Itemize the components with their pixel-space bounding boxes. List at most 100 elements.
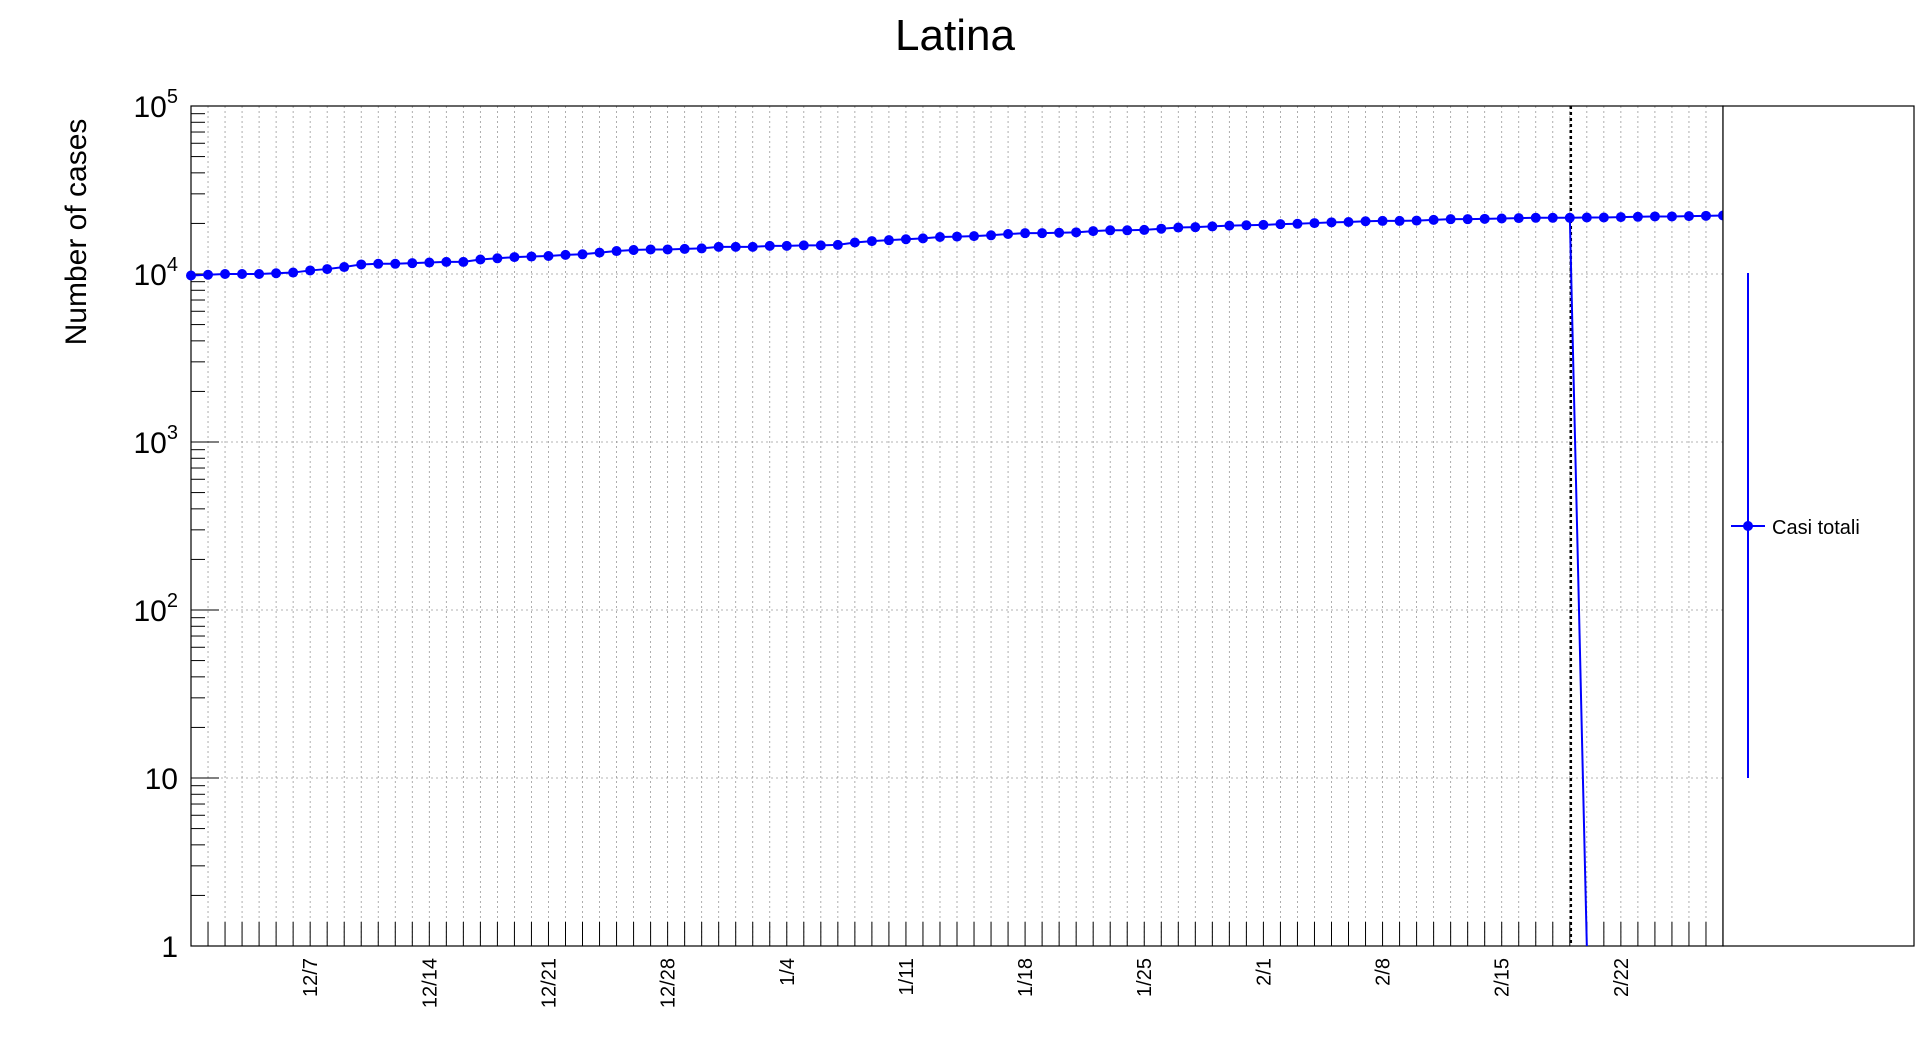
data-point <box>1411 215 1422 226</box>
data-point <box>1632 211 1643 222</box>
data-point <box>254 269 265 279</box>
data-point <box>1360 216 1371 227</box>
data-point <box>1088 226 1099 237</box>
x-tick-label: 2/8 <box>1373 958 1395 986</box>
data-point <box>611 246 622 257</box>
data-point <box>1139 224 1150 235</box>
grid <box>190 106 1724 946</box>
data-point <box>526 251 537 262</box>
data-point <box>1513 213 1524 224</box>
data-point <box>1394 215 1405 226</box>
data-point <box>1173 222 1184 233</box>
data-point <box>1496 213 1507 224</box>
data-point <box>781 240 792 251</box>
data-point <box>1122 225 1133 236</box>
data-point <box>1054 227 1065 238</box>
data-point <box>713 241 724 252</box>
x-tick-label: 1/25 <box>1134 958 1156 997</box>
data-point <box>594 247 605 258</box>
data-point <box>1428 214 1439 225</box>
data-point <box>1003 229 1014 240</box>
chart-title: Latina <box>895 11 1015 60</box>
y-tick-label: 10 <box>145 763 178 796</box>
data-point <box>492 253 503 264</box>
legend[interactable]: Casi totali <box>1722 105 1915 947</box>
data-point <box>645 244 656 255</box>
data-point <box>1309 218 1320 229</box>
data-point <box>1020 228 1031 239</box>
data-point <box>373 258 384 269</box>
data-point <box>1598 212 1609 223</box>
data-point <box>509 252 520 263</box>
data-point <box>696 243 707 254</box>
data-point <box>305 265 316 276</box>
data-point <box>1683 211 1694 222</box>
data-point <box>798 240 809 251</box>
data-point <box>679 243 690 254</box>
data-point <box>441 256 452 267</box>
data-point <box>730 241 741 252</box>
data-point <box>322 264 333 275</box>
x-tick-label: 12/7 <box>300 958 322 997</box>
data-point <box>1258 219 1269 230</box>
data-point <box>747 241 758 252</box>
data-point <box>1462 214 1473 225</box>
data-point <box>390 258 401 269</box>
data-point <box>1377 215 1388 226</box>
data-point <box>458 256 469 267</box>
data-point <box>883 235 894 246</box>
data-point <box>424 257 435 268</box>
series-drop-line <box>1568 215 1588 947</box>
data-point <box>849 237 860 248</box>
data-point <box>1037 228 1048 239</box>
data-point <box>407 258 418 269</box>
data-point <box>764 240 775 251</box>
data-point <box>986 230 997 241</box>
series-casi-totali <box>186 210 1746 947</box>
data-point <box>917 233 928 244</box>
data-point <box>969 231 980 242</box>
data-point <box>866 236 877 247</box>
x-tick-label: 2/22 <box>1611 958 1633 997</box>
data-point <box>271 268 282 279</box>
data-point <box>1343 216 1354 227</box>
data-point <box>1530 212 1541 223</box>
legend-entry-label: Casi totali <box>1772 517 1860 539</box>
data-point <box>1445 214 1456 225</box>
x-tick-label: 12/14 <box>419 958 441 1008</box>
data-point <box>815 240 826 251</box>
data-point <box>1156 223 1167 234</box>
x-tick-label: 12/21 <box>538 958 560 1008</box>
data-point <box>203 269 214 280</box>
series-line <box>190 214 1741 277</box>
data-point <box>1649 211 1660 222</box>
data-point <box>220 269 231 279</box>
data-point <box>832 239 843 250</box>
data-point <box>475 254 486 265</box>
x-tick-label: 1/11 <box>896 958 918 995</box>
data-point <box>952 231 962 242</box>
data-point <box>934 232 945 243</box>
data-point <box>1326 217 1337 228</box>
data-point <box>1547 212 1558 223</box>
y-axis-label: Number of cases <box>60 119 93 346</box>
data-point <box>1292 218 1303 229</box>
data-point <box>1105 225 1116 236</box>
data-point <box>339 262 350 273</box>
data-point <box>1581 212 1592 223</box>
data-point <box>1666 211 1677 222</box>
x-tick-label: 2/1 <box>1253 958 1275 986</box>
data-point <box>543 250 554 261</box>
data-point <box>662 244 673 255</box>
data-point <box>628 244 639 255</box>
data-point <box>577 249 588 260</box>
data-point <box>288 267 299 278</box>
y-tick-label: 1 <box>161 931 178 964</box>
data-point <box>1190 222 1201 233</box>
legend-marker <box>1743 521 1753 531</box>
data-point <box>356 259 367 270</box>
x-tick-label: 2/15 <box>1492 958 1514 997</box>
y-tick-label: 104 <box>134 254 179 292</box>
